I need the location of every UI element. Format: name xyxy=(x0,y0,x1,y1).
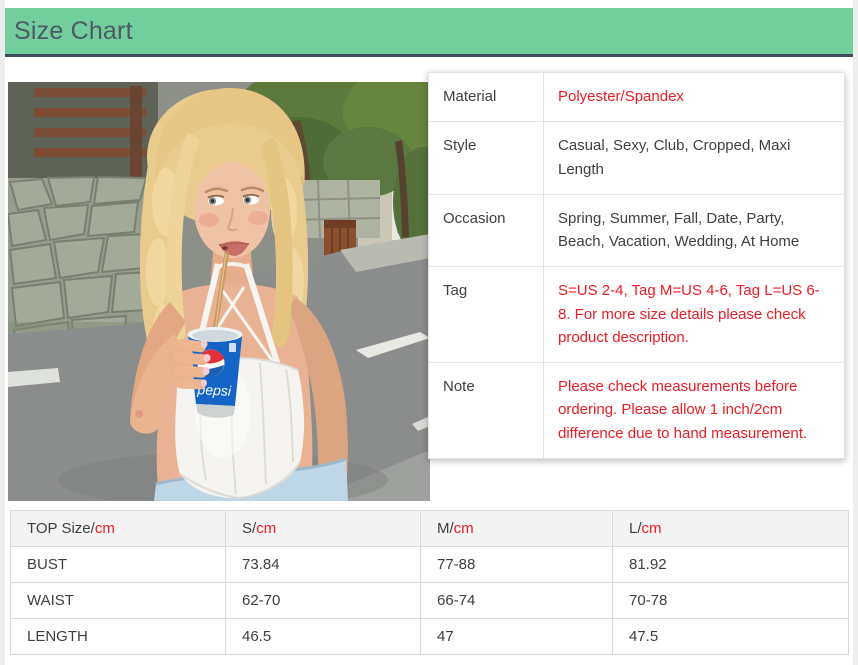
size-column-header: TOP Size/cm xyxy=(10,510,226,547)
details-row: Occasion Spring, Summer, Fall, Date, Part… xyxy=(428,193,845,268)
details-value: Spring, Summer, Fall, Date, Party, Beach… xyxy=(543,193,845,268)
details-value: S=US 2-4, Tag M=US 4-6, Tag L=US 6-8. Fo… xyxy=(543,266,845,363)
size-column-header: S/cm xyxy=(225,510,421,547)
details-value: Please check measurements before orderin… xyxy=(543,362,845,459)
product-photo: pepsi xyxy=(8,82,430,501)
size-row: BUST 73.84 77-88 81.92 xyxy=(10,546,849,583)
model-photo-illustration: pepsi xyxy=(8,82,430,501)
details-label: Style xyxy=(428,121,544,195)
size-value-m: 47 xyxy=(420,618,613,655)
details-row: Note Please check measurements before ord… xyxy=(428,362,845,459)
size-header-label: L/ xyxy=(629,520,642,537)
size-column-header: L/cm xyxy=(612,510,849,547)
details-label: Material xyxy=(428,71,544,123)
size-measure-name: WAIST xyxy=(10,582,226,619)
details-row: Style Casual, Sexy, Club, Cropped, Maxi L… xyxy=(428,121,845,195)
size-row: WAIST 62-70 66-74 70-78 xyxy=(10,582,849,619)
product-details-table: Material Polyester/Spandex Style Casual, Se… xyxy=(428,71,845,459)
size-value-m: 77-88 xyxy=(420,546,613,583)
size-header-unit: cm xyxy=(94,520,115,537)
size-value-m: 66-74 xyxy=(420,582,613,619)
size-header-label: S/ xyxy=(242,520,257,537)
size-value-s: 46.5 xyxy=(225,618,421,655)
size-value-l: 81.92 xyxy=(612,546,849,583)
size-column-header: M/cm xyxy=(420,510,613,547)
size-measure-name: BUST xyxy=(10,546,226,583)
details-row: Tag S=US 2-4, Tag M=US 4-6, Tag L=US 6-8.… xyxy=(428,266,845,363)
size-value-s: 62-70 xyxy=(225,582,421,619)
size-value-s: 73.84 xyxy=(225,546,421,583)
details-label: Note xyxy=(428,362,544,459)
details-row: Material Polyester/Spandex xyxy=(428,71,845,123)
size-value-l: 70-78 xyxy=(612,582,849,619)
details-label: Occasion xyxy=(428,193,544,268)
size-header-unit: cm xyxy=(256,520,277,537)
size-chart-table: TOP Size/cm S/cm M/cm L/cm BUST 73.84 77-88 81… xyxy=(10,510,849,655)
content-card: Size Chart xyxy=(5,0,853,665)
details-value: Polyester/Spandex xyxy=(543,71,845,123)
size-measure-name: LENGTH xyxy=(10,618,226,655)
size-header-unit: cm xyxy=(453,520,474,537)
size-header-label: M/ xyxy=(437,520,454,537)
size-header-label: TOP Size/ xyxy=(27,520,95,537)
page-title: Size Chart xyxy=(14,16,133,45)
details-value: Casual, Sexy, Club, Cropped, Maxi Length xyxy=(543,121,845,195)
size-header-unit: cm xyxy=(641,520,662,537)
size-row: LENGTH 46.5 47 47.5 xyxy=(10,618,849,655)
size-chart-header: Size Chart xyxy=(5,8,853,57)
details-label: Tag xyxy=(428,266,544,363)
size-value-l: 47.5 xyxy=(612,618,849,655)
